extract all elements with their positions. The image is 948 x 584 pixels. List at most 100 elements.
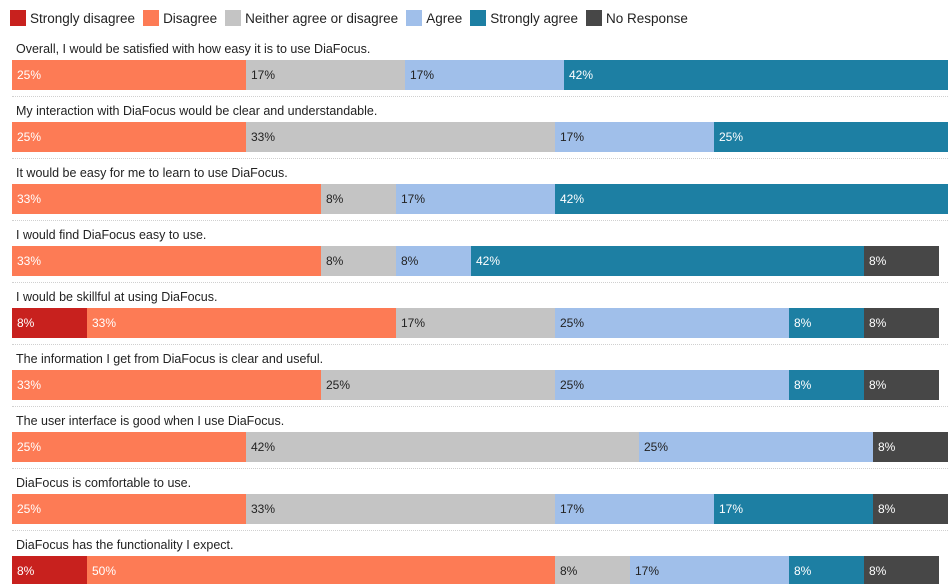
bar-segment: 8% — [396, 246, 471, 276]
data-label: 25% — [326, 378, 351, 392]
row-divider — [12, 530, 948, 531]
legend-swatch — [586, 10, 603, 26]
data-label: 17% — [635, 564, 660, 578]
legend-item: Disagree — [143, 10, 217, 26]
data-label: 8% — [794, 564, 812, 578]
legend-label: Agree — [426, 10, 463, 26]
data-label: 17% — [410, 68, 435, 82]
data-label: 33% — [251, 502, 276, 516]
data-label: 33% — [251, 130, 276, 144]
bar-segment: 8% — [12, 308, 87, 338]
bar-segment: 17% — [396, 184, 555, 214]
data-label: 33% — [17, 378, 42, 392]
bar-row: 25% 42% 25% 8% — [12, 432, 948, 462]
data-label: 25% — [560, 378, 585, 392]
data-label: 25% — [560, 316, 585, 330]
legend-swatch — [225, 10, 242, 26]
bar-segment: 25% — [714, 122, 948, 152]
data-label: 33% — [17, 254, 42, 268]
data-label: 25% — [17, 502, 42, 516]
legend-label: Neither agree or disagree — [245, 10, 399, 26]
bar-segment: 8% — [321, 246, 396, 276]
data-label: 8% — [326, 254, 344, 268]
data-label: 17% — [719, 502, 744, 516]
bar-segment: 25% — [12, 60, 246, 90]
data-label: 17% — [560, 130, 585, 144]
data-label: 42% — [569, 68, 594, 82]
legend-swatch — [10, 10, 26, 26]
row-divider — [12, 344, 948, 345]
data-label: 33% — [17, 192, 42, 206]
data-label: 8% — [878, 440, 896, 454]
data-label: 25% — [644, 440, 669, 454]
data-label: 42% — [560, 192, 585, 206]
bar-segment: 33% — [12, 184, 321, 214]
legend-label: Strongly disagree — [30, 10, 136, 26]
legend-swatch — [470, 10, 487, 26]
bar-segment: 50% — [87, 556, 555, 584]
row-divider — [12, 96, 948, 97]
bar-segment: 25% — [639, 432, 873, 462]
data-label: 25% — [719, 130, 744, 144]
bar-segment: 42% — [564, 60, 948, 90]
legend-item: Strongly disagree — [10, 10, 135, 26]
data-label: 8% — [878, 502, 896, 516]
legend-item: Strongly agree — [470, 10, 578, 26]
row-divider — [12, 158, 948, 159]
bar-segment: 17% — [396, 308, 555, 338]
bar-segment: 8% — [12, 556, 87, 584]
question-label: My interaction with DiaFocus would be cl… — [16, 104, 378, 118]
question-label: DiaFocus has the functionality I expect. — [16, 538, 234, 552]
bar-row: 25% 33% 17% 25% — [12, 122, 948, 152]
data-label: 50% — [92, 564, 117, 578]
data-label: 42% — [476, 254, 501, 268]
bar-segment: 8% — [864, 556, 939, 584]
bar-segment: 42% — [246, 432, 639, 462]
data-label: 25% — [17, 440, 42, 454]
bar-segment: 42% — [471, 246, 864, 276]
data-label: 8% — [869, 564, 887, 578]
bar-row: 33% 25% 25% 8% 8% — [12, 370, 948, 400]
bar-row: 25% 17% 17% 42% — [12, 60, 948, 90]
bar-segment: 8% — [864, 308, 939, 338]
bar-row: 25% 33% 17% 17% 8% — [12, 494, 948, 524]
bar-segment: 25% — [12, 122, 246, 152]
row-divider — [12, 468, 948, 469]
question-label: The user interface is good when I use Di… — [16, 414, 285, 428]
bar-segment: 8% — [873, 432, 948, 462]
bar-row: 33% 8% 8% 42% 8% — [12, 246, 948, 276]
data-label: 33% — [92, 316, 117, 330]
data-label: 8% — [326, 192, 344, 206]
question-label: DiaFocus is comfortable to use. — [16, 476, 192, 490]
question-label: Overall, I would be satisfied with how e… — [16, 42, 371, 56]
data-label: 8% — [794, 378, 812, 392]
data-label: 8% — [17, 564, 35, 578]
data-label: 17% — [560, 502, 585, 516]
bar-segment: 33% — [87, 308, 396, 338]
data-label: 8% — [560, 564, 578, 578]
bar-segment: 8% — [321, 184, 396, 214]
bar-segment: 8% — [789, 308, 864, 338]
bar-segment: 33% — [12, 246, 321, 276]
bar-segment: 25% — [321, 370, 555, 400]
data-label: 25% — [17, 130, 42, 144]
data-label: 25% — [17, 68, 42, 82]
legend: Strongly disagree Disagree Neither agree o… — [10, 9, 696, 27]
data-label: 8% — [401, 254, 419, 268]
data-label: 8% — [17, 316, 35, 330]
bar-segment: 33% — [246, 122, 555, 152]
row-divider — [12, 406, 948, 407]
legend-label: No Response — [606, 10, 688, 26]
question-label: I would find DiaFocus easy to use. — [16, 228, 207, 242]
question-label: I would be skillful at using DiaFocus. — [16, 290, 218, 304]
question-label: The information I get from DiaFocus is c… — [16, 352, 324, 366]
bar-segment: 8% — [555, 556, 630, 584]
legend-item: Neither agree or disagree — [225, 10, 398, 26]
bar-segment: 8% — [864, 246, 939, 276]
bar-row: 8% 50% 8% 17% 8% 8% — [12, 556, 948, 584]
row-divider — [12, 282, 948, 283]
data-label: 8% — [869, 378, 887, 392]
legend-label: Disagree — [163, 10, 218, 26]
bar-row: 8% 33% 17% 25% 8% 8% — [12, 308, 948, 338]
